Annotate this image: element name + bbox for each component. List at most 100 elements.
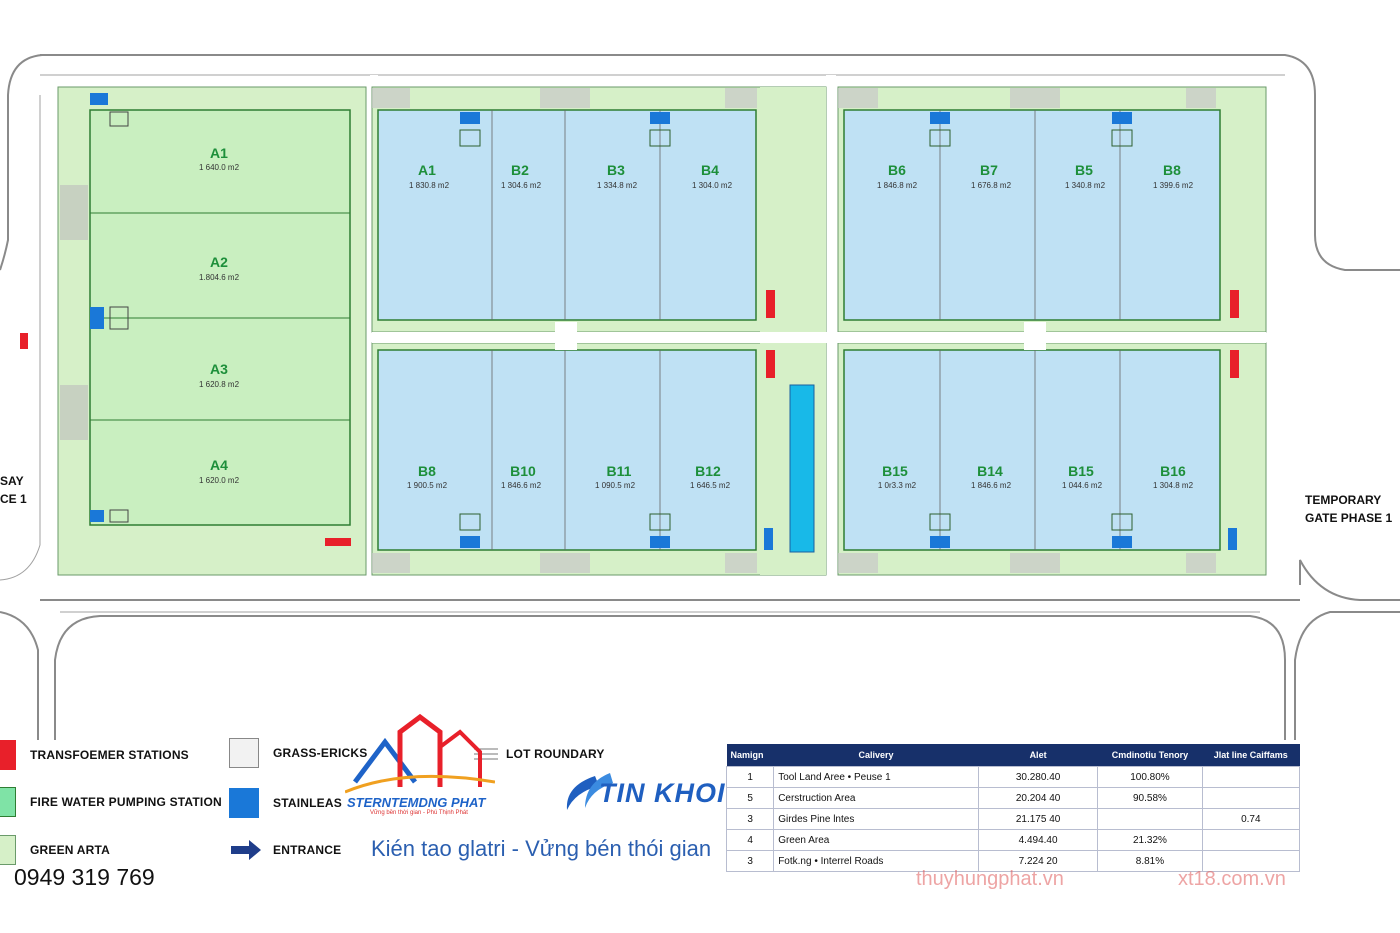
lot-area: 1 846.6 m2 [970, 481, 1012, 490]
cell-area: 4.494.40 [977, 829, 1099, 851]
lot-label: B14 [977, 463, 1003, 479]
cell-no: 1 [725, 766, 775, 788]
watermark-right: xt18.com.vn [1178, 868, 1286, 890]
lot-area: 1 620.0 m2 [198, 476, 240, 485]
cell-no: 3 [725, 808, 775, 830]
cell-no: 3 [725, 850, 775, 872]
col-header: Alet [978, 744, 1098, 767]
brand-logo-swoosh-icon [566, 773, 613, 810]
gate-left-line2: CE 1 [0, 492, 27, 506]
legend-label: STAINLEAS [273, 796, 342, 810]
lot-label: A3 [210, 361, 228, 377]
legend-label: LOT ROUNDARY [506, 747, 605, 761]
lot-area: 1 846.6 m2 [500, 481, 542, 490]
cell-extra [1201, 787, 1301, 809]
table-row: 5 Cerstruction Area 20.204 40 90.58% [725, 787, 1301, 809]
gate-right-label: TEMPORARY GATE PHASE 1 [1305, 491, 1392, 527]
cell-category: Fotk.ng • Interrel Roads [773, 850, 979, 872]
legend-label: FIRE WATER PUMPING STATION [30, 795, 222, 809]
lot-area: 1 846.8 m2 [876, 181, 918, 190]
legend-entrance: ENTRANCE [229, 833, 341, 867]
lot-area: 1 640.0 m2 [198, 163, 240, 172]
lot-area: 1 620.8 m2 [198, 380, 240, 389]
cell-extra [1201, 850, 1301, 872]
cell-ratio: 100.80% [1097, 766, 1203, 788]
cell-category: Cerstruction Area [773, 787, 979, 809]
watermark-left: thuyhungphat.vn [916, 868, 1064, 890]
gate-right-line2: GATE PHASE 1 [1305, 511, 1393, 525]
site-plan [0, 54, 1400, 740]
stats-table: Namign Calivery Alet Cmdinotiu Tenory Jl… [725, 744, 1301, 872]
brand-logo-house-icon [345, 713, 495, 794]
swatch-mint [0, 787, 16, 817]
swatch-gray [229, 738, 259, 768]
lot-area: 1 900.5 m2 [406, 481, 448, 490]
legend-fire-water: FIRE WATER PUMPING STATION [0, 785, 222, 819]
cell-extra [1201, 766, 1301, 788]
table-row: 3 Fotk.ng • Interrel Roads 7.224 20 8.81… [725, 850, 1301, 872]
cell-area: 20.204 40 [977, 787, 1099, 809]
lot-label: B8 [418, 463, 436, 479]
lot-area: 1 646.5 m2 [689, 481, 731, 490]
lot-area: 1 044.6 m2 [1061, 481, 1103, 490]
lot-label: A2 [210, 254, 228, 270]
road-outline [40, 54, 1400, 271]
lot-area: 1 304.6 m2 [500, 181, 542, 190]
lot-label: B15 [1068, 463, 1094, 479]
lot-area: 1 090.5 m2 [594, 481, 636, 490]
lot-label: B7 [980, 162, 998, 178]
cell-ratio: 90.58% [1097, 787, 1203, 809]
lot-label: A4 [210, 457, 228, 473]
road-outline-left [0, 54, 43, 271]
swatch-blue [229, 788, 259, 818]
lot-label: B2 [511, 162, 529, 178]
phone-number[interactable]: 0949 319 769 [14, 864, 155, 890]
cell-area: 7.224 20 [977, 850, 1099, 872]
lot-area: 1 340.8 m2 [1064, 181, 1106, 190]
table-row: 1 Tool Land Aree • Peuse 1 30.280.40 100… [725, 766, 1301, 788]
brand1-name: STERNTEMDNG PHAT [347, 795, 486, 810]
legend-label: ENTRANCE [273, 843, 342, 857]
lot-label: B16 [1160, 463, 1186, 479]
lot-area: 1 399.6 m2 [1152, 181, 1194, 190]
legend-label: GREEN ARTA [30, 843, 110, 857]
swatch-red [0, 740, 16, 770]
cell-area: 21.175 40 [977, 808, 1099, 830]
lot-label: B15 [882, 463, 908, 479]
lot-label: B6 [888, 162, 906, 178]
slogan: Kién tao glatri - Vửng bén thói gian [371, 836, 712, 861]
brand2-name: TIN KHOI [599, 778, 726, 808]
lot-label: B11 [606, 463, 632, 479]
legend-grass-bricks: GRASS-ERICKS [229, 736, 367, 770]
lot-label: B3 [607, 162, 625, 178]
lot-label: B5 [1075, 162, 1093, 178]
lot-area: 1.804.6 m2 [198, 273, 240, 282]
lot-label: B8 [1163, 162, 1181, 178]
legend-green-area: GREEN ARTA [0, 833, 110, 867]
legend-label: GRASS-ERICKS [273, 746, 368, 760]
cell-area: 30.280.40 [977, 766, 1099, 788]
gate-right-line1: TEMPORARY [1305, 493, 1382, 507]
cell-no: 4 [725, 829, 775, 851]
lot-label: B12 [695, 463, 721, 479]
cell-category: Girdes Pine lntes [773, 808, 979, 830]
cell-ratio: 21.32% [1097, 829, 1203, 851]
lot-area: 1 304.8 m2 [1152, 481, 1194, 490]
cell-ratio: 8.81% [1097, 850, 1203, 872]
cell-category: Green Area [773, 829, 979, 851]
gate-left-label: SAY CE 1 [0, 472, 27, 508]
table-header-row: Namign Calivery Alet Cmdinotiu Tenory Jl… [726, 744, 1300, 767]
brand1-subtitle: Vững bền thời gian - Phú Thịnh Phát [370, 810, 468, 816]
lot-label: A1 [210, 145, 228, 161]
gate-left-line1: SAY [0, 474, 24, 488]
col-header: Cmdinotiu Tenory [1097, 744, 1203, 767]
cell-no: 5 [725, 787, 775, 809]
swatch-green [0, 835, 16, 865]
cell-extra [1201, 829, 1301, 851]
col-header: Namign [726, 744, 774, 767]
lot-area: 1 830.8 m2 [408, 181, 450, 190]
cell-extra: 0.74 [1201, 808, 1301, 830]
lot-label: B10 [510, 463, 536, 479]
table-row: 4 Green Area 4.494.40 21.32% [725, 829, 1301, 851]
lot-area: 1 676.8 m2 [970, 181, 1012, 190]
